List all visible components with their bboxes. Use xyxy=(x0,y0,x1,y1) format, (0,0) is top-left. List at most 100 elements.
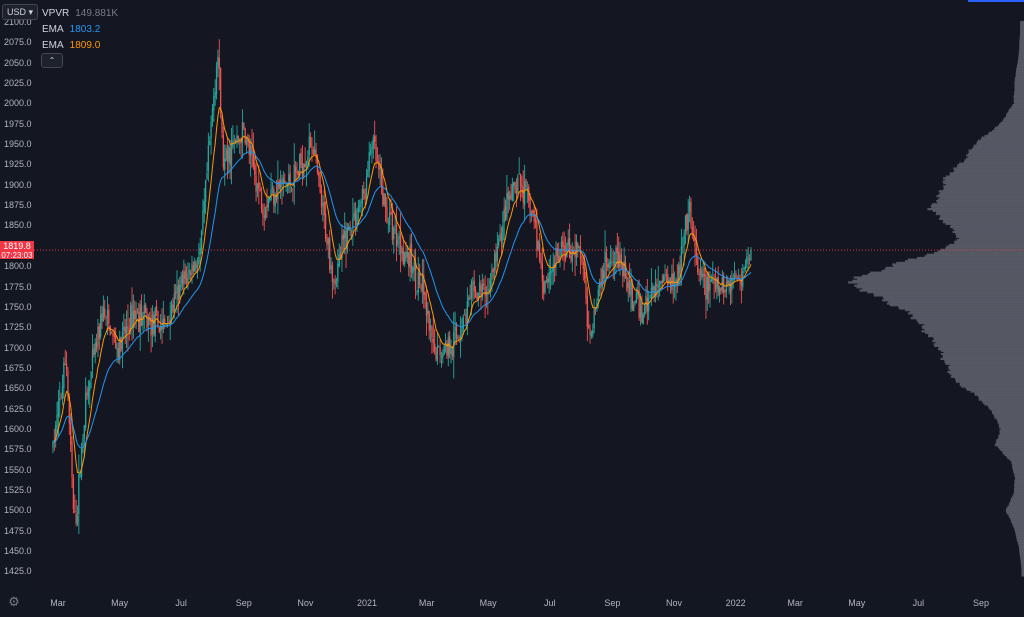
volume-profile-row xyxy=(959,382,1024,385)
price-tick: 1975.0 xyxy=(4,118,32,129)
candle xyxy=(498,234,500,249)
volume-profile-row xyxy=(852,279,1024,282)
candle xyxy=(574,233,576,277)
price-tick: 2100.0 xyxy=(4,17,32,27)
candle xyxy=(558,242,560,263)
collapse-legend-button[interactable]: ⌃ xyxy=(41,53,63,68)
candle xyxy=(90,371,92,389)
candle xyxy=(474,286,477,298)
time-tick: Jul xyxy=(175,598,187,608)
volume-profile-row xyxy=(1012,523,1024,527)
legend-ema-fast[interactable]: EMA 1803.2 xyxy=(42,24,100,36)
candle xyxy=(288,163,290,194)
candle xyxy=(121,321,124,369)
candle xyxy=(543,274,545,301)
candle xyxy=(567,229,569,250)
candle xyxy=(427,302,429,323)
volume-profile-row xyxy=(1010,518,1024,522)
candle xyxy=(125,310,128,349)
candle xyxy=(251,128,253,168)
volume-profile-row xyxy=(1007,112,1024,115)
volume-profile-row xyxy=(1006,510,1024,514)
volume-profile-row xyxy=(1013,102,1024,105)
candle xyxy=(100,306,102,340)
volume-profile-row xyxy=(1011,462,1024,465)
volume-profile-row xyxy=(977,139,1024,142)
candle xyxy=(559,248,561,268)
candle xyxy=(747,246,749,272)
candle xyxy=(124,318,126,344)
candle xyxy=(738,268,740,279)
legend-vpvr[interactable]: VPVR 149.881K xyxy=(42,8,118,20)
candle xyxy=(87,380,90,405)
time-tick: Sep xyxy=(235,598,252,608)
volume-profile-row xyxy=(1009,501,1024,504)
candle xyxy=(348,223,350,232)
volume-profile-row xyxy=(1014,90,1024,94)
candle xyxy=(663,273,665,283)
price-tick: 2025.0 xyxy=(4,78,32,89)
candle xyxy=(553,255,556,283)
candle xyxy=(151,305,154,348)
volume-profile-row xyxy=(959,162,1024,165)
volume-profile-row xyxy=(1015,71,1024,74)
volume-profile-row xyxy=(946,183,1024,186)
volume-profile-row xyxy=(1013,489,1024,492)
candle xyxy=(369,143,372,156)
volume-profile-row xyxy=(1012,522,1024,525)
candle xyxy=(109,325,111,336)
candle xyxy=(394,215,396,235)
candle xyxy=(513,181,515,202)
volume-profile-row xyxy=(1015,74,1024,77)
volume-profile-row xyxy=(1008,108,1024,111)
volume-profile-row xyxy=(1004,453,1024,457)
candle xyxy=(217,49,219,78)
volume-profile-row xyxy=(1020,24,1024,27)
legend-ema-slow[interactable]: EMA 1809.0 xyxy=(42,40,100,52)
volume-profile-row xyxy=(1014,89,1024,92)
time-tick: 2022 xyxy=(725,598,746,608)
candle xyxy=(713,273,715,299)
time-axis[interactable]: Mar May Jul Sep Nov 2021 Mar May Jul Sep Nov 2022 Ma… xyxy=(0,592,1024,617)
volume-profile-row xyxy=(968,149,1024,152)
volume-profile-row xyxy=(927,335,1024,338)
volume-profile-row xyxy=(982,401,1024,404)
volume-profile-row xyxy=(1002,450,1024,453)
volume-profile-row xyxy=(940,349,1024,352)
volume-profile-row xyxy=(968,155,1024,159)
candle xyxy=(74,494,76,514)
candle xyxy=(608,258,610,274)
candle xyxy=(735,270,737,279)
volume-profile-row xyxy=(944,178,1024,181)
candle xyxy=(703,267,706,296)
candle xyxy=(698,268,700,282)
candle xyxy=(409,234,411,282)
candle xyxy=(279,170,282,199)
volume-profile-row xyxy=(1020,554,1024,557)
volume-profile-row xyxy=(1014,87,1024,90)
volume-profile-row xyxy=(882,299,1024,302)
price-axis[interactable]: 2100.0 2075.0 2050.0 2025.0 2000.0 1975.0 1950… xyxy=(0,0,34,592)
price-tick: 1675.0 xyxy=(4,362,32,373)
candle xyxy=(80,442,83,481)
candle xyxy=(243,122,245,131)
volume-profile-row xyxy=(976,141,1024,144)
candle xyxy=(552,252,554,285)
candle xyxy=(97,318,99,357)
volume-profile-row xyxy=(942,354,1024,357)
candle xyxy=(487,277,489,315)
candle xyxy=(688,195,691,223)
candle xyxy=(91,334,94,379)
volume-profile-row xyxy=(1012,463,1024,466)
gear-icon[interactable]: ⚙ xyxy=(8,594,20,609)
candle xyxy=(319,171,321,194)
price-tick: 1625.0 xyxy=(4,403,32,414)
candle xyxy=(424,291,426,309)
candle xyxy=(504,199,507,222)
candle xyxy=(315,142,317,164)
currency-button[interactable]: USD ▾ xyxy=(2,4,39,20)
candle xyxy=(184,263,186,285)
candle xyxy=(541,247,544,300)
volume-profile-row xyxy=(892,263,1024,266)
